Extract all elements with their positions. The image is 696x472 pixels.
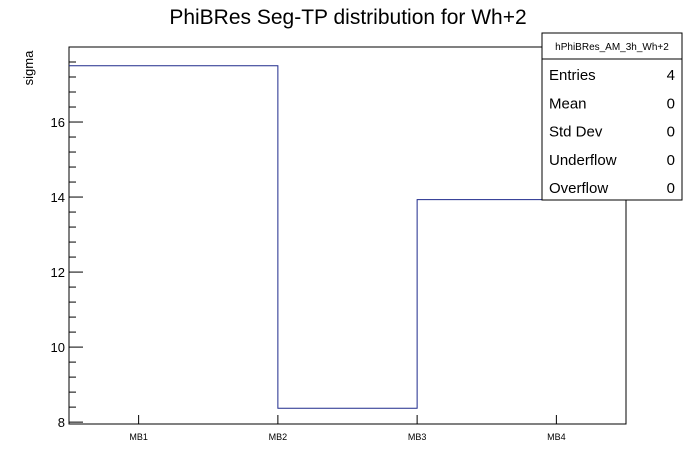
stats-row-label: Underflow — [549, 152, 617, 169]
stats-rows: Entries 4 Mean 0 Std Dev 0 Underflow 0 Overflow 0 — [549, 67, 675, 197]
stats-box: hPhiBRes_AM_3h_Wh+2 Entries 4 Mean 0 Std Dev… — [541, 32, 683, 201]
y-axis-label: sigma — [21, 50, 36, 85]
x-tick-label: MB3 — [408, 432, 427, 442]
x-tick-label: MB1 — [129, 432, 148, 442]
stats-box-frame — [541, 32, 683, 201]
stats-row-label: Std Dev — [549, 124, 603, 141]
stats-row-value: 0 — [667, 152, 675, 169]
plot-frame — [68, 46, 627, 425]
stats-row-label: Overflow — [549, 180, 608, 197]
y-tick-label: 16 — [51, 115, 65, 130]
chart-title: PhiBRes Seg-TP distribution for Wh+2 — [169, 6, 526, 29]
y-tick-label: 14 — [51, 190, 65, 205]
stats-title: hPhiBRes_AM_3h_Wh+2 — [555, 42, 669, 53]
x-tick-label: MB4 — [547, 432, 566, 442]
stats-row-value: 0 — [667, 180, 675, 197]
y-axis: 8 10 12 14 16 — [51, 46, 83, 430]
x-tick-label: MB2 — [269, 432, 288, 442]
stats-row-value: 0 — [667, 95, 675, 112]
y-tick-label: 10 — [51, 340, 65, 355]
stats-row-value: 0 — [667, 124, 675, 141]
stats-row-value: 4 — [667, 67, 675, 84]
stats-row-label: Mean — [549, 95, 587, 112]
y-tick-label: 12 — [51, 265, 65, 280]
stats-row-label: Entries — [549, 67, 596, 84]
y-tick-label: 8 — [58, 415, 65, 430]
x-axis: MB1 MB2 MB3 MB4 — [129, 415, 566, 442]
